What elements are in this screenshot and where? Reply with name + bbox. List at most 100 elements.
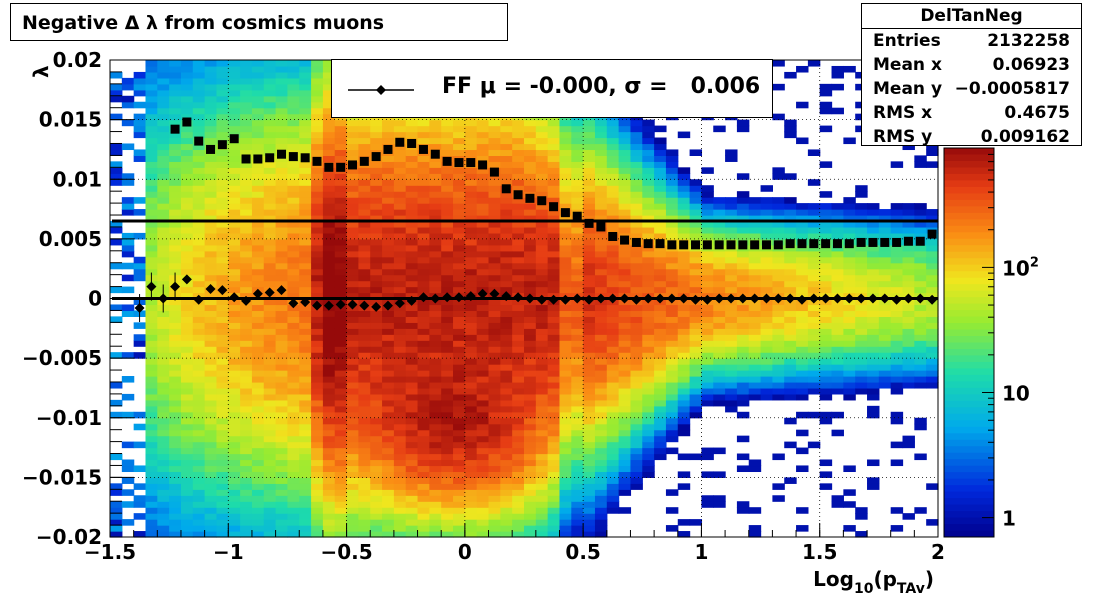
heatmap-cell (914, 316, 927, 323)
heatmap-cell (500, 304, 513, 312)
heatmap-cell (251, 447, 265, 455)
heatmap-cell (654, 137, 667, 145)
heatmap-cell (157, 113, 170, 121)
heatmap-cell (535, 393, 549, 401)
heatmap-cell (784, 387, 797, 395)
heatmap-cell (843, 489, 856, 496)
heatmap-cell (405, 173, 419, 180)
heatmap-cell (263, 370, 277, 377)
heatmap-cell (275, 161, 289, 168)
heatmap-cell (192, 220, 206, 228)
heatmap-cell (594, 489, 608, 496)
heatmap-cell (405, 471, 419, 478)
mean-point (572, 293, 583, 304)
heatmap-cell (157, 519, 170, 526)
heatmap-cell (453, 405, 466, 413)
heatmap-cell (453, 507, 466, 514)
heatmap-cell (524, 519, 537, 526)
heatmap-cell (346, 119, 359, 127)
heatmap-cell (358, 316, 371, 323)
heatmap-cell (145, 316, 158, 323)
heatmap-cell (145, 191, 158, 198)
heatmap-cell (228, 191, 241, 198)
heatmap-cell (583, 393, 596, 401)
heatmap-cell (464, 507, 478, 514)
heatmap-cell (334, 244, 348, 252)
heatmap-cell (500, 411, 513, 419)
heatmap-cell (453, 370, 466, 377)
heatmap-cell (346, 244, 359, 252)
heatmap-cell (453, 250, 466, 258)
heatmap-cell (263, 423, 277, 431)
heatmap-cell (512, 519, 525, 526)
heatmap-cell (606, 310, 620, 317)
heatmap-cell (488, 256, 501, 264)
heatmap-cell (216, 429, 229, 437)
heatmap-cell (299, 220, 312, 228)
heatmap-cell (382, 185, 395, 192)
heatmap-cell (157, 143, 170, 151)
heatmap-cell (524, 316, 537, 323)
heatmap-cell (251, 471, 265, 478)
palette-segment (944, 258, 994, 266)
heatmap-cell (618, 131, 632, 139)
heatmap-cell (796, 65, 809, 73)
heatmap-cell (370, 483, 383, 490)
heatmap-cell (429, 185, 442, 192)
heatmap-cell (535, 453, 549, 461)
heatmap-cell (453, 215, 466, 222)
heatmap-cell (524, 525, 537, 532)
heatmap-cell (311, 226, 324, 234)
heatmap-cell (547, 441, 561, 449)
heatmap-cell (642, 149, 655, 156)
sigma-point (679, 240, 689, 250)
palette-segment (944, 290, 994, 298)
heatmap-cell (263, 393, 277, 401)
heatmap-cell (736, 387, 750, 395)
heatmap-cell (689, 346, 703, 353)
heatmap-cell (145, 250, 158, 258)
heatmap-cell (322, 519, 336, 526)
stats-row: RMS y 0.009162 (862, 125, 1081, 149)
heatmap-cell (784, 381, 797, 389)
heatmap-cell (334, 328, 348, 335)
heatmap-cell (287, 286, 300, 294)
heatmap-cell (524, 507, 537, 514)
heatmap-cell (216, 280, 229, 288)
heatmap-cell (784, 209, 797, 216)
heatmap-cell (583, 328, 596, 335)
heatmap-cell (228, 352, 241, 359)
heatmap-cell (299, 191, 312, 198)
heatmap-cell (311, 447, 324, 455)
heatmap-cell (311, 191, 324, 198)
heatmap-cell (500, 119, 513, 127)
heatmap-cell (251, 507, 265, 514)
heatmap-cell (192, 95, 206, 103)
heatmap-cell (417, 220, 430, 228)
heatmap-cell (228, 226, 241, 234)
heatmap-cell (784, 226, 797, 234)
heatmap-cell (204, 358, 218, 365)
heatmap-cell (453, 411, 466, 419)
heatmap-cell (405, 167, 419, 174)
heatmap-cell (665, 232, 679, 240)
heatmap-cell (441, 441, 454, 449)
heatmap-cell (524, 447, 537, 455)
heatmap-cell (819, 358, 833, 365)
heatmap-cell (843, 226, 856, 234)
heatmap-cell (488, 119, 501, 127)
heatmap-cell (524, 143, 537, 151)
heatmap-cell (287, 411, 300, 419)
heatmap-cell (322, 125, 336, 133)
heatmap-cell (441, 358, 454, 365)
heatmap-cell (524, 393, 537, 401)
heatmap-cell (796, 286, 809, 294)
heatmap-cell (867, 215, 880, 222)
mean-point (595, 293, 606, 304)
heatmap-cell (654, 447, 667, 455)
heatmap-cell (701, 286, 714, 294)
heatmap-cell (831, 274, 844, 282)
heatmap-cell (180, 358, 194, 365)
heatmap-cell (204, 340, 218, 347)
heatmap-cell (902, 220, 915, 228)
